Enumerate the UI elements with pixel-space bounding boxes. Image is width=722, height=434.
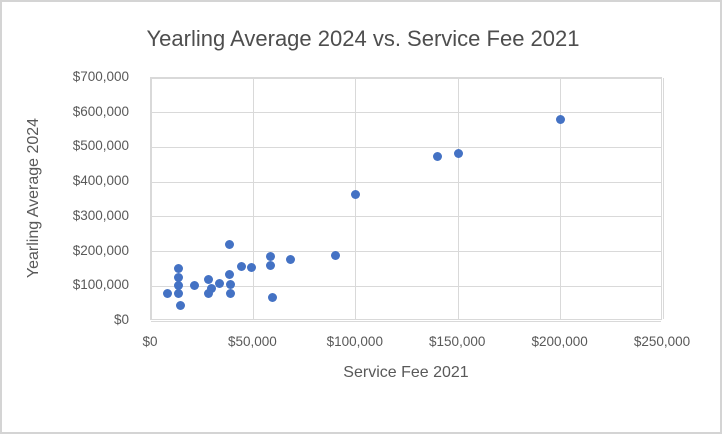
gridline-horizontal — [151, 112, 661, 114]
data-point — [226, 279, 236, 289]
x-tick-label: $200,000 — [531, 334, 588, 349]
data-point — [225, 270, 235, 280]
data-point — [189, 280, 199, 290]
data-point — [268, 292, 278, 302]
gridline-horizontal — [151, 285, 661, 287]
data-point — [330, 250, 340, 260]
data-point — [226, 289, 236, 299]
y-tick-label: $200,000 — [72, 242, 129, 258]
data-point — [285, 255, 295, 265]
gridline-horizontal — [151, 320, 661, 322]
y-tick-label: $100,000 — [72, 277, 129, 293]
y-tick-label: $300,000 — [72, 207, 129, 223]
x-tick-label: $150,000 — [429, 334, 486, 349]
gridline-horizontal — [151, 251, 661, 253]
x-tick-label: $0 — [142, 334, 158, 349]
gridline-horizontal — [151, 216, 661, 218]
data-point — [453, 149, 463, 159]
chart-title: Yearling Average 2024 vs. Service Fee 20… — [146, 26, 580, 51]
data-point — [351, 190, 361, 200]
data-point — [215, 278, 225, 288]
x-axis-title: Service Fee 2021 — [343, 364, 469, 381]
data-point — [203, 288, 213, 298]
x-tick-label: $50,000 — [227, 334, 277, 349]
data-point — [246, 263, 256, 273]
data-point — [433, 151, 443, 161]
data-point — [174, 273, 184, 283]
data-point — [174, 281, 184, 291]
gridline-vertical — [560, 78, 562, 319]
y-tick-label: $700,000 — [72, 69, 129, 84]
data-point — [266, 251, 276, 261]
x-tick-label: $100,000 — [326, 334, 383, 349]
gridline-vertical — [662, 78, 664, 319]
data-point — [236, 261, 246, 271]
y-tick-label: $400,000 — [72, 173, 129, 189]
y-tick-label: $0 — [113, 312, 129, 327]
data-point — [203, 275, 213, 285]
data-point — [176, 300, 186, 310]
data-point — [225, 240, 235, 250]
gridline-vertical — [252, 78, 254, 319]
data-point — [174, 289, 184, 299]
y-tick-label: $600,000 — [72, 103, 129, 119]
y-tick-label: $500,000 — [72, 138, 129, 154]
data-point — [266, 260, 276, 270]
gridline-horizontal — [151, 181, 661, 183]
data-point — [174, 264, 184, 274]
gridline-horizontal — [151, 77, 661, 79]
data-point — [162, 289, 172, 299]
gridline-horizontal — [151, 146, 661, 148]
gridline-vertical — [150, 78, 152, 319]
plot-area — [150, 77, 664, 322]
gridline-vertical — [457, 78, 459, 319]
x-tick-label: $250,000 — [633, 334, 691, 349]
data-point — [556, 115, 566, 125]
data-point — [206, 283, 216, 293]
